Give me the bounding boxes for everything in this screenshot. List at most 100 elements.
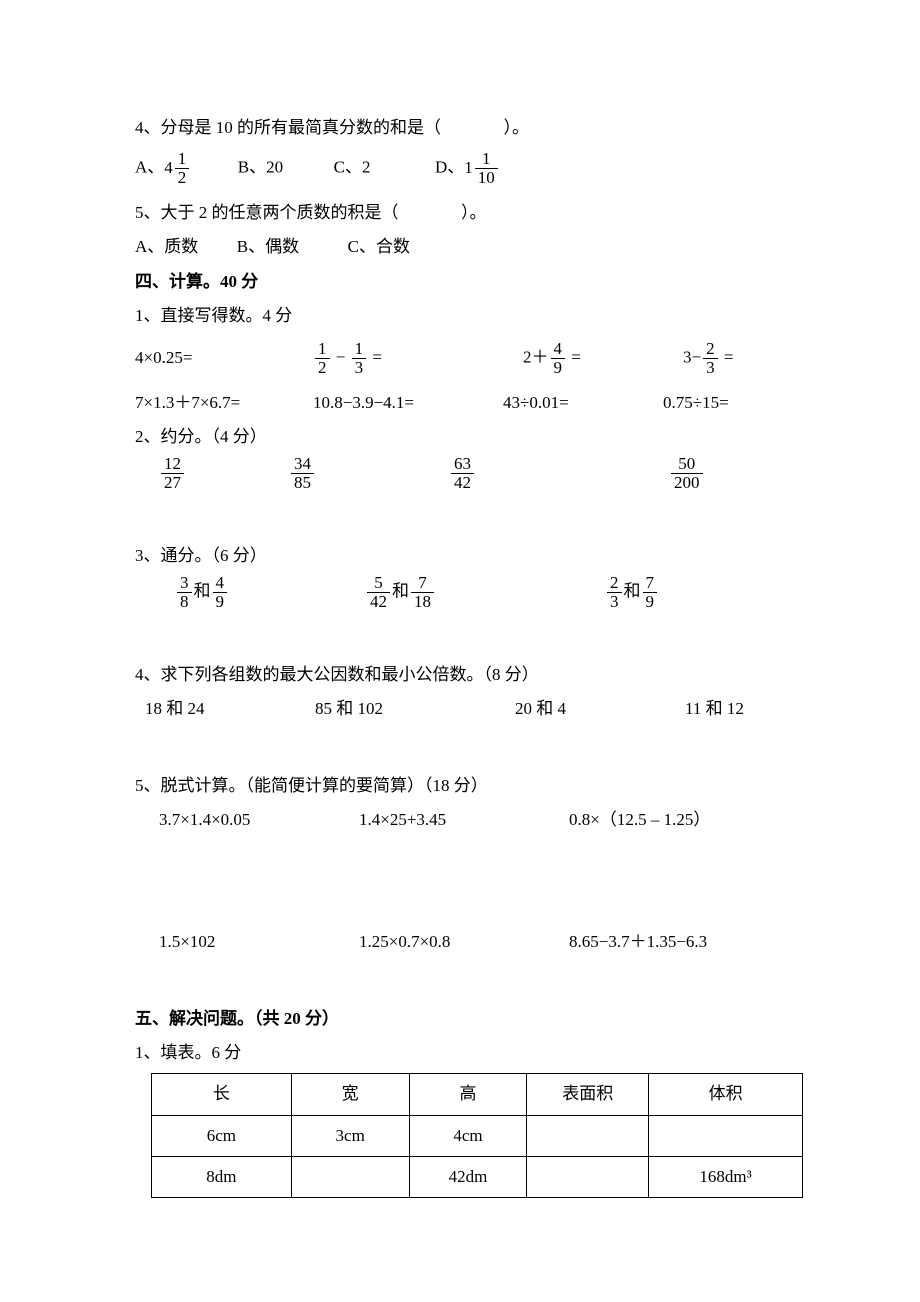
p3-pair-c: 23和79 (605, 574, 659, 611)
p3-pair-a: 38和49 (175, 574, 365, 611)
p1r1d: 3−23 = (683, 340, 733, 377)
r1c3: 4cm (409, 1115, 527, 1156)
p4-b: 85 和 102 (315, 693, 515, 725)
p2-f2n: 34 (291, 455, 314, 473)
p1r1b-n1: 1 (315, 340, 330, 358)
p3-a2n: 4 (213, 574, 228, 592)
q4-stem: 4、分母是 10 的所有最简真分数的和是（ ）。 (135, 112, 790, 144)
p1r1b-d1: 2 (315, 358, 330, 377)
sec5-table: 长 宽 高 表面积 体积 6cm 3cm 4cm 8dm 42dm 168dm³ (151, 1073, 803, 1198)
p1r1d-pre: 3− (683, 347, 701, 366)
sec4-p5-row2: 1.5×102 1.25×0.7×0.8 8.65−3.7＋1.35−6.3 (135, 926, 790, 958)
th-volume: 体积 (649, 1074, 803, 1115)
p1r1d-n: 2 (703, 340, 718, 358)
sec4-p4-label: 4、求下列各组数的最大公因数和最小公倍数。（8 分） (135, 659, 790, 691)
r2c4 (527, 1156, 649, 1197)
p3-b2n: 7 (411, 574, 434, 592)
p5-r2b: 1.25×0.7×0.8 (359, 926, 569, 958)
p1r1c-pre: 2＋ (523, 347, 549, 366)
sec5-p1-label: 1、填表。6 分 (135, 1037, 790, 1069)
table-row: 8dm 42dm 168dm³ (152, 1156, 803, 1197)
r2c1: 8dm (152, 1156, 292, 1197)
p4-d: 11 和 12 (685, 693, 744, 725)
p2-f3d: 42 (451, 473, 474, 492)
p3-a1d: 8 (177, 592, 192, 611)
q5-options: A、质数 B、偶数 C、合数 (135, 231, 790, 263)
r2c2 (291, 1156, 409, 1197)
sec4-p5-label: 5、脱式计算。（能简便计算的要简算）（18 分） (135, 770, 790, 802)
r1c4 (527, 1115, 649, 1156)
r1c2: 3cm (291, 1115, 409, 1156)
p1r1b-mid: − (336, 347, 350, 366)
p2-f1n: 12 (161, 455, 184, 473)
p1r1c-d: 9 (551, 358, 566, 377)
p2-f4d: 200 (671, 473, 703, 492)
sec4-p1-row2: 7×1.3＋7×6.7= 10.8−3.9−4.1= 43÷0.01= 0.75… (135, 387, 790, 419)
sec4-p3-label: 3、通分。（6 分） (135, 540, 790, 572)
r2c3: 42dm (409, 1156, 527, 1197)
p1r2a: 7×1.3＋7×6.7= (135, 387, 313, 419)
r2c5: 168dm³ (649, 1156, 803, 1197)
p3-a1n: 3 (177, 574, 192, 592)
sec4-p1-label: 1、直接写得数。4 分 (135, 300, 790, 332)
p1r1b-d2: 3 (352, 358, 367, 377)
p3-b2d: 18 (411, 592, 434, 611)
p1r1b-n2: 1 (352, 340, 367, 358)
p1r1d-d: 3 (703, 358, 718, 377)
sec4-p3-row: 38和49 542和718 23和79 (135, 574, 790, 611)
q5-stem-pre: 5、大于 2 的任意两个质数的积是（ (135, 203, 399, 222)
p5-r2a: 1.5×102 (159, 926, 359, 958)
th-width: 宽 (291, 1074, 409, 1115)
p3-b1d: 42 (367, 592, 390, 611)
r1c1: 6cm (152, 1115, 292, 1156)
sec4-p2-label: 2、约分。（4 分） (135, 421, 790, 453)
p3-mid-b: 和 (392, 582, 409, 601)
p3-mid-a: 和 (194, 582, 211, 601)
q4-optB: B、20 (238, 158, 283, 177)
p2-f3n: 63 (451, 455, 474, 473)
p1r2b: 10.8−3.9−4.1= (313, 387, 503, 419)
q4-stem-post: ）。 (504, 118, 530, 137)
worksheet-page: 4、分母是 10 的所有最简真分数的和是（ ）。 A、412 B、20 C、2 … (0, 0, 920, 1302)
q4-optD-label: D、 (435, 158, 464, 177)
sec4-p1-row1: 4×0.25= 12 − 13 = 2＋49 = 3−23 = (135, 340, 790, 377)
q4-optD-whole: 1 (464, 152, 473, 184)
p5-r2c: 8.65−3.7＋1.35−6.3 (569, 926, 707, 958)
q5-optA: A、质数 (135, 237, 198, 256)
q5-stem-post: ）。 (461, 203, 487, 222)
table-row: 6cm 3cm 4cm (152, 1115, 803, 1156)
table-header-row: 长 宽 高 表面积 体积 (152, 1074, 803, 1115)
q4-optC: C、2 (334, 158, 371, 177)
sec5-title: 五、解决问题。（共 20 分） (135, 1003, 790, 1035)
p2-f2d: 85 (291, 473, 314, 492)
p4-a: 18 和 24 (145, 693, 315, 725)
p3-c2n: 7 (643, 574, 658, 592)
th-length: 长 (152, 1074, 292, 1115)
p1r1c-n: 4 (551, 340, 566, 358)
p4-c: 20 和 4 (515, 693, 685, 725)
p2-f1: 1227 (161, 455, 184, 492)
p3-b1n: 5 (367, 574, 390, 592)
p1r2c: 43÷0.01= (503, 387, 663, 419)
q5-stem: 5、大于 2 的任意两个质数的积是（ ）。 (135, 197, 790, 229)
p1r1c-post: = (567, 347, 581, 366)
q4-optA-value: 412 (164, 150, 191, 187)
p2-f1d: 27 (161, 473, 184, 492)
q4-optA-label: A、 (135, 158, 164, 177)
p5-r1c: 0.8×（12.5 – 1.25） (569, 804, 710, 836)
th-surface: 表面积 (527, 1074, 649, 1115)
p1r1d-post: = (720, 347, 734, 366)
p2-f3: 6342 (451, 455, 474, 492)
q4-optA-num: 1 (175, 150, 190, 168)
p1r2d: 0.75÷15= (663, 387, 729, 419)
th-height: 高 (409, 1074, 527, 1115)
p2-f2: 3485 (291, 455, 314, 492)
sec4-title: 四、计算。40 分 (135, 266, 790, 298)
q4-stem-pre: 4、分母是 10 的所有最简真分数的和是（ (135, 118, 441, 137)
p1r1b-post: = (372, 347, 382, 366)
p2-f4: 50200 (671, 455, 703, 492)
p3-mid-c: 和 (624, 582, 641, 601)
q4-optA-den: 2 (175, 168, 190, 187)
p1r1b: 12 − 13 = (313, 340, 523, 377)
r1c5 (649, 1115, 803, 1156)
